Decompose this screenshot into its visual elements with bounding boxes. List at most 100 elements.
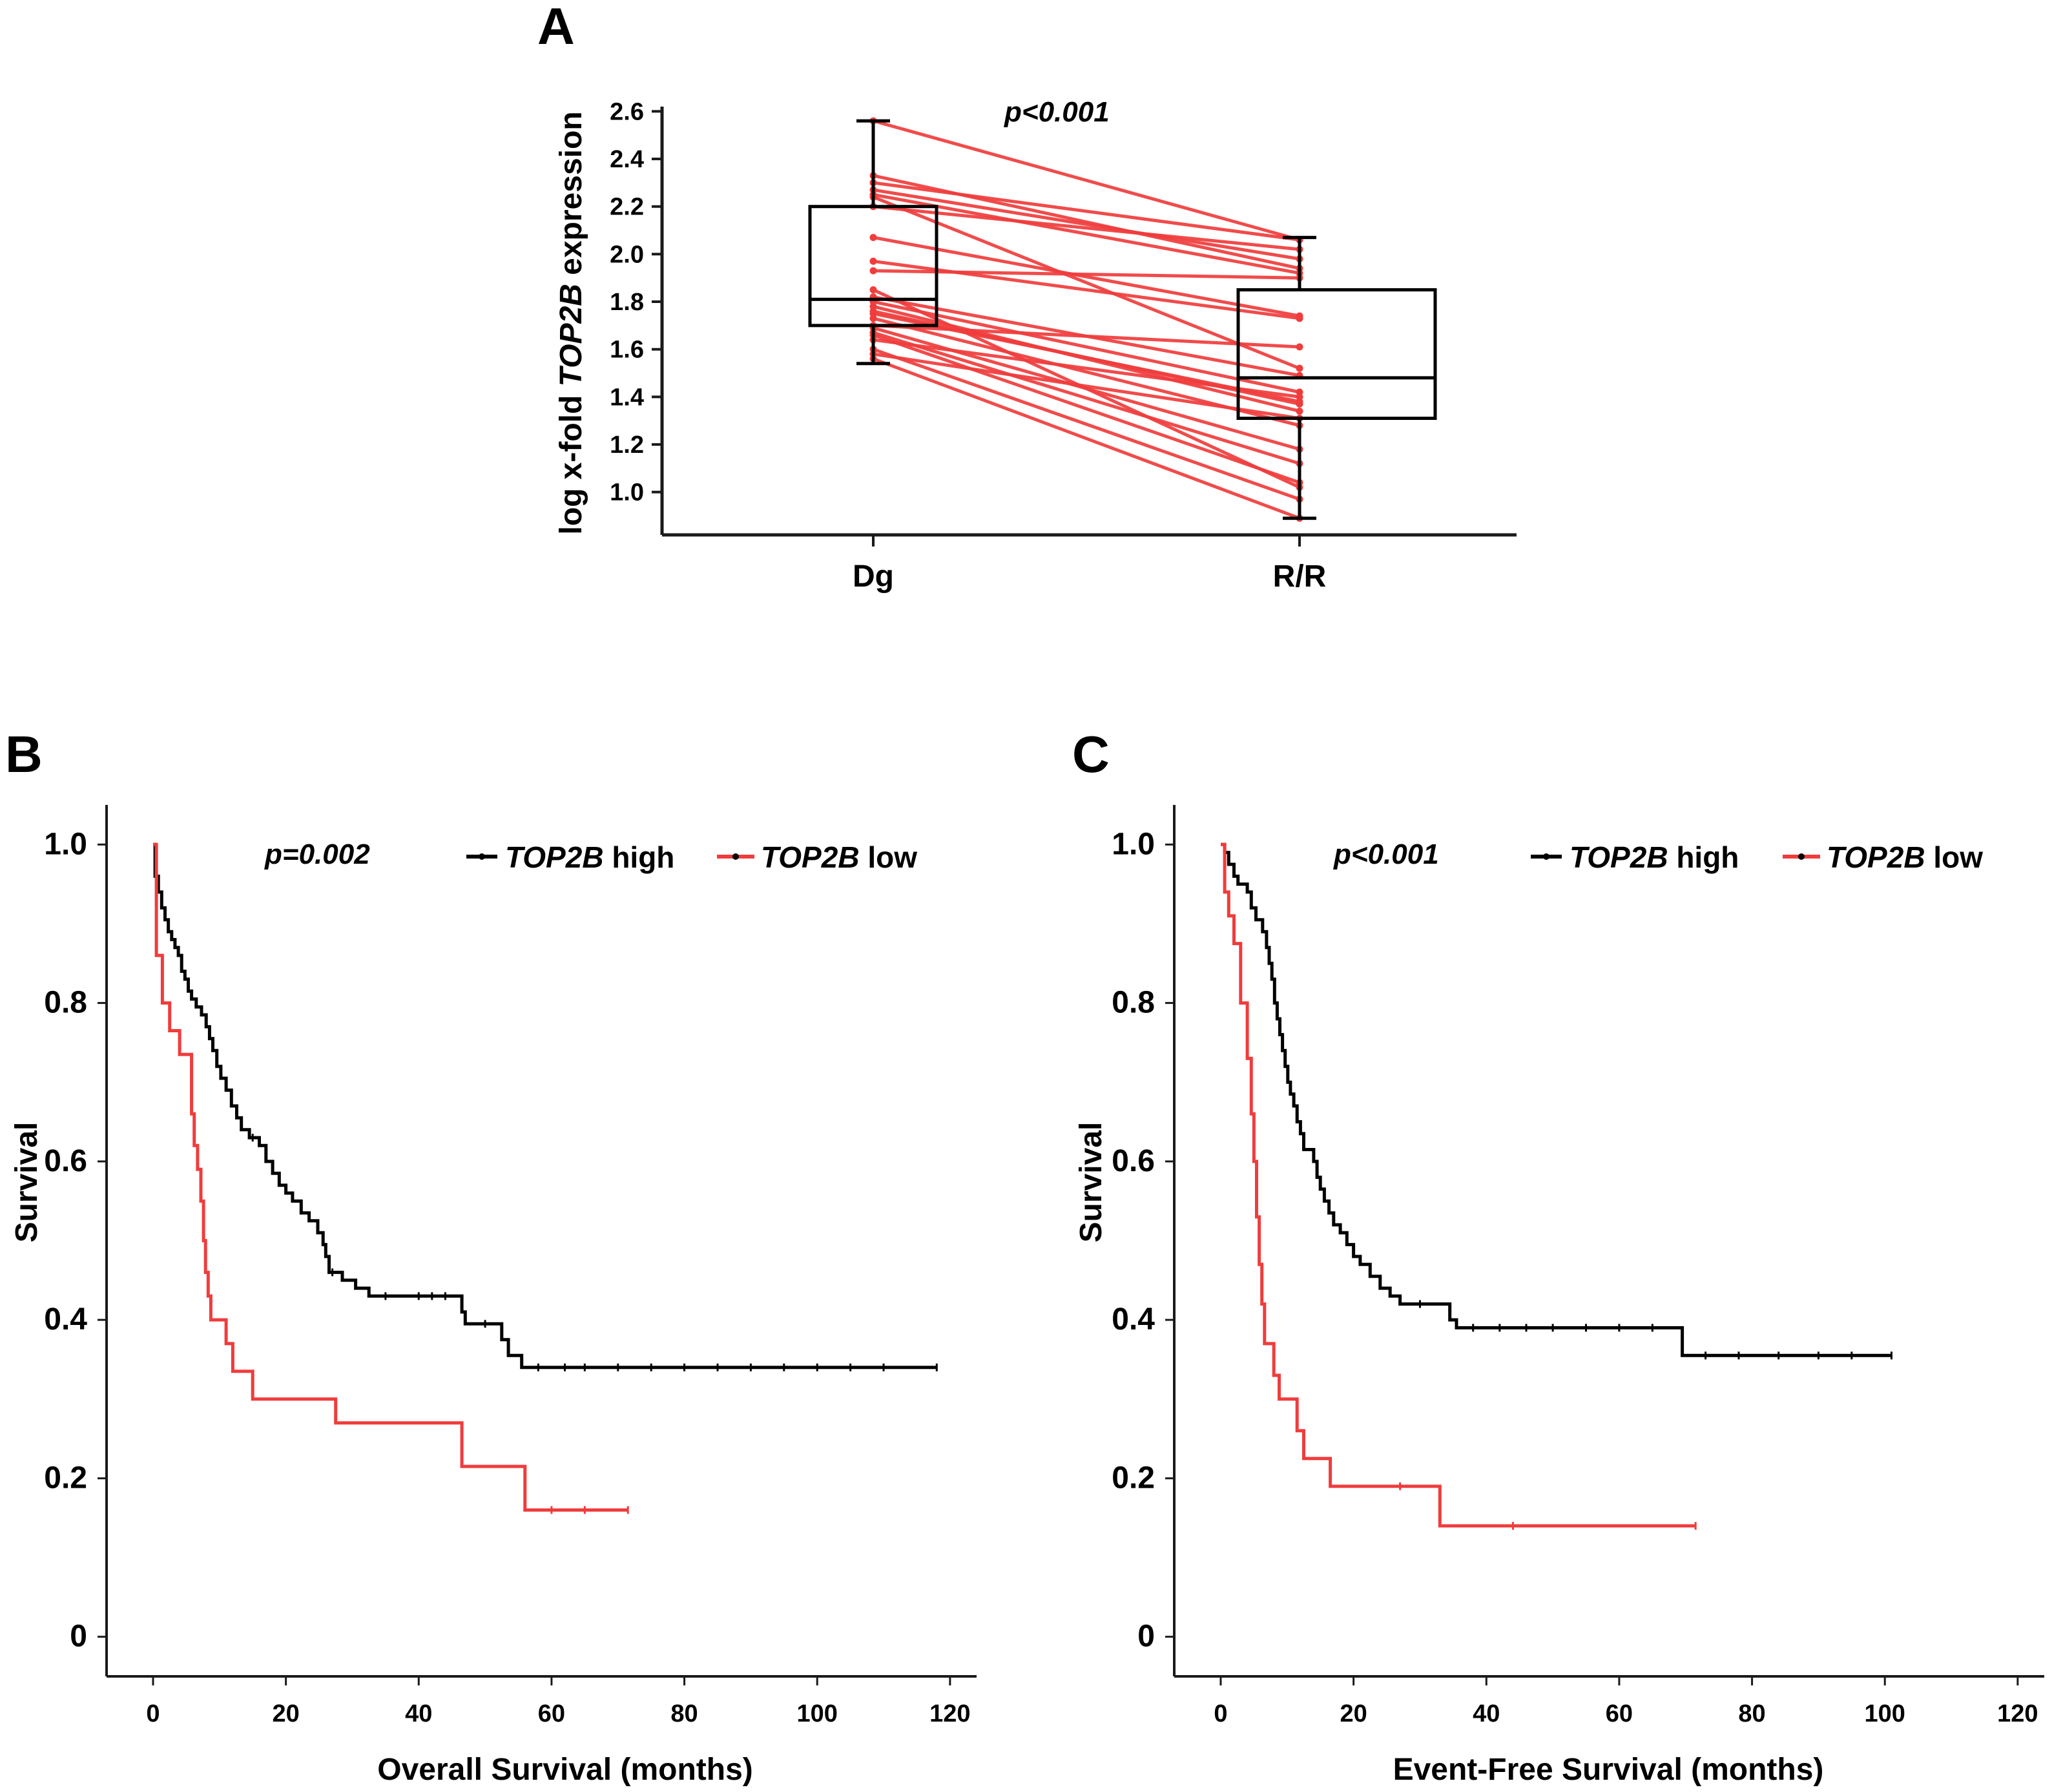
x-tick-label: 0 [1214, 1700, 1227, 1727]
panel-a: A p<0.001 log x-fold TOP2B expression 1.… [537, 0, 1517, 594]
panel-a-axes: 1.0 1.2 1.4 1.6 1.8 2.0 2.2 2.4 2.6 Dg R/R [610, 98, 1517, 594]
legend-marker-low [732, 853, 739, 860]
y-tick-label: 1.8 [610, 289, 644, 316]
panel-a-pvalue: p<0.001 [1004, 96, 1110, 128]
panel-a-paired-lines [869, 117, 1303, 522]
panel-b-ylabel: Survival [10, 1122, 44, 1243]
paired-line [873, 352, 1300, 420]
panel-b-pvalue: p=0.002 [264, 839, 370, 870]
km-curve [1221, 842, 1892, 1357]
point-rr [1296, 343, 1303, 351]
panel-b-xlabel: Overall Survival (months) [377, 1753, 753, 1787]
legend-label-high: TOP2B high [1570, 840, 1739, 874]
x-tick-label: 20 [272, 1700, 299, 1727]
y-tick-label: 1.6 [610, 337, 644, 364]
panel-c-legend-high: TOP2B high [1531, 840, 1739, 874]
y-tick-label: 1.2 [610, 432, 644, 459]
y-tick-label: 0.2 [1112, 1461, 1155, 1495]
panel-b-label: B [5, 725, 43, 783]
legend-label-low: TOP2B low [761, 840, 917, 874]
panel-a-label: A [537, 0, 575, 55]
paired-line [873, 348, 1300, 501]
panel-a-ylabel: log x-fold TOP2B expression [554, 111, 588, 534]
paired-line [873, 195, 1300, 370]
paired-line [872, 288, 1301, 489]
paired-line [873, 333, 1300, 484]
panel-c-legend-low: TOP2B low [1783, 840, 1983, 874]
y-tick-label: 2.6 [610, 98, 644, 125]
legend-label-low: TOP2B low [1827, 840, 1983, 874]
y-tick-label: 0.4 [1112, 1302, 1155, 1337]
point-dg [869, 315, 877, 322]
point-rr [1296, 393, 1303, 401]
paired-line [873, 357, 1300, 520]
x-tick-label: 120 [929, 1700, 970, 1727]
legend-marker-high [1543, 853, 1549, 860]
series-top2b-low [1221, 842, 1697, 1530]
legend-marker-high [479, 853, 485, 860]
km-curve [153, 842, 628, 1512]
x-tick-label: R/R [1273, 559, 1327, 594]
y-tick-label: 0.8 [44, 986, 87, 1020]
y-tick-label: 2.0 [610, 241, 644, 268]
paired-sample [869, 186, 1303, 263]
point-dg [869, 234, 877, 242]
y-tick-label: 2.4 [610, 146, 644, 173]
paired-line [873, 331, 1300, 465]
box-dg [808, 119, 938, 366]
y-tick-label: 0.6 [1112, 1144, 1155, 1178]
box-iqr [1236, 288, 1437, 421]
panel-c-xlabel: Event-Free Survival (months) [1393, 1753, 1824, 1787]
panel-c-pvalue: p<0.001 [1333, 839, 1439, 870]
paired-line [873, 193, 1300, 275]
y-tick-label: 0.8 [1112, 986, 1155, 1020]
km-curve [153, 842, 937, 1370]
panel-c-label: C [1072, 725, 1110, 783]
y-tick-label: 1.4 [610, 384, 644, 411]
paired-line [873, 181, 1300, 242]
y-tick-label: 1.0 [1112, 827, 1155, 861]
legend-marker-low [1798, 853, 1805, 860]
x-tick-label: 40 [1473, 1700, 1500, 1727]
paired-sample [869, 355, 1303, 522]
panel-b-series [153, 842, 938, 1514]
y-tick-label: 0 [1137, 1620, 1155, 1654]
x-tick-label: 100 [797, 1700, 838, 1727]
panel-a-boxplots [808, 119, 1437, 520]
point-dg [869, 267, 877, 275]
paired-line [873, 188, 1300, 261]
x-tick-label: 40 [405, 1700, 432, 1727]
point-rr [1296, 400, 1303, 408]
km-curve [1221, 842, 1696, 1528]
panel-c-ylabel: Survival [1074, 1122, 1108, 1243]
y-tick-label: 0.4 [44, 1302, 87, 1337]
panel-b: B p=0.002 Survival Overall Survival (mon… [5, 725, 977, 1787]
x-tick-label: 60 [538, 1700, 565, 1727]
series-top2b-low [153, 842, 629, 1514]
paired-line [873, 309, 1300, 406]
panel-b-legend: TOP2B high TOP2B low [466, 840, 917, 874]
panel-b-axes: 0 0.2 0.4 0.6 0.8 1.0 0 20 40 60 80 100 120 [44, 805, 977, 1727]
x-tick-label: 80 [670, 1700, 698, 1727]
paired-line [873, 236, 1300, 318]
series-top2b-high [153, 842, 938, 1371]
legend-label-high: TOP2B high [505, 840, 674, 874]
paired-line [873, 205, 1300, 251]
point-dg [869, 286, 877, 294]
point-dg [869, 307, 877, 315]
paired-sample [869, 307, 1303, 408]
y-tick-label: 1.0 [610, 479, 644, 506]
panel-c: C p<0.001 Survival Event-Free Survival (… [1072, 725, 2044, 1787]
x-tick-label: 100 [1865, 1700, 1905, 1727]
y-tick-label: 0 [70, 1620, 87, 1654]
box-rr [1236, 236, 1437, 520]
y-tick-label: 0.6 [44, 1144, 87, 1178]
point-rr [1296, 315, 1303, 322]
y-tick-label: 2.2 [610, 194, 644, 221]
paired-line [873, 324, 1300, 349]
point-rr [1296, 364, 1303, 372]
panel-b-legend-low: TOP2B low [717, 840, 917, 874]
paired-sample [869, 191, 1303, 277]
y-tick-label: 0.2 [44, 1461, 87, 1495]
